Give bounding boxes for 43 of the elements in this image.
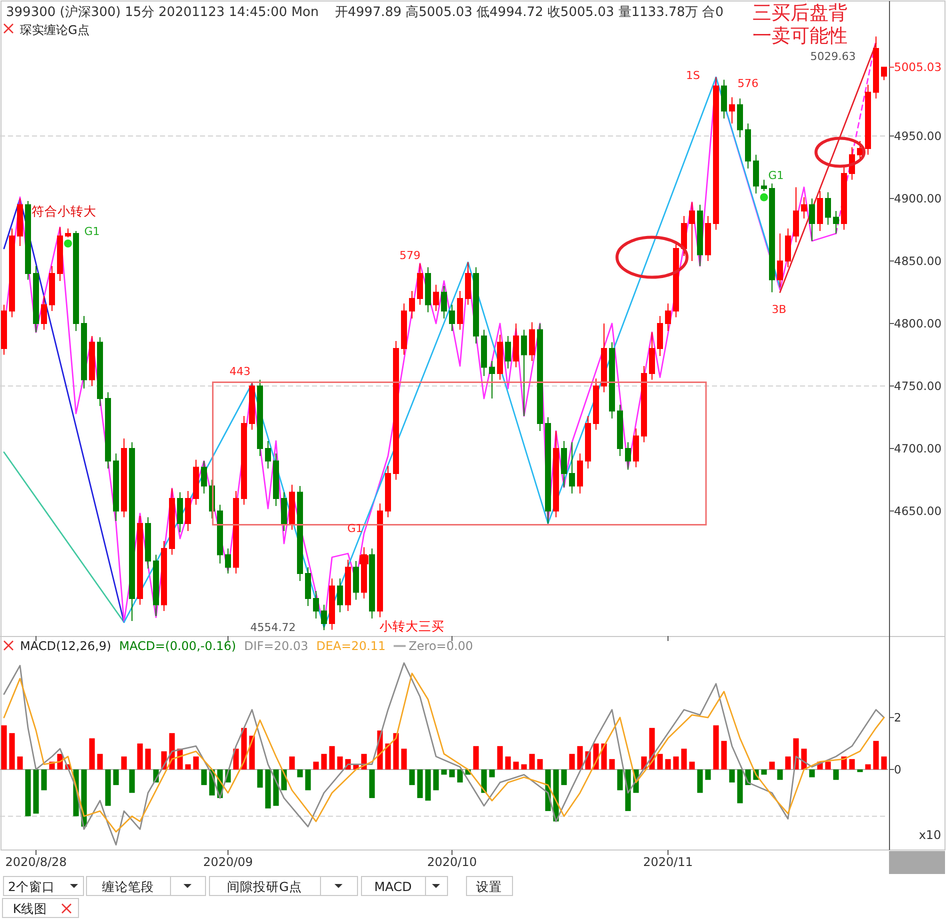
annotation: 5029.63 xyxy=(810,50,856,64)
y-tick-label: 4850.00 xyxy=(894,254,942,268)
annotation: 443 xyxy=(230,365,250,378)
text: MACD=(0.00,-0.16) xyxy=(119,639,236,653)
annotation: 4554.72 xyxy=(250,621,296,634)
annotation: 1S xyxy=(686,69,700,82)
x-tick-label: 2020/10 xyxy=(427,855,477,869)
y-tick-label: 4800.00 xyxy=(894,316,942,330)
x-tick-label: 2020/11 xyxy=(643,855,693,869)
annotation: 579 xyxy=(400,249,420,262)
annotation: 小转大三买 xyxy=(380,618,444,634)
annotation: G1 xyxy=(347,522,363,536)
y-tick-label: 5005.03 xyxy=(894,60,942,74)
annotation: 琛实缠论G点 xyxy=(20,23,90,37)
annotation: G1 xyxy=(768,169,784,182)
y-tick-label: 4650.00 xyxy=(894,504,942,518)
annotation: 576 xyxy=(738,77,758,90)
text: 缠论笔段 xyxy=(102,879,154,894)
chart-subtitle: 开4997.89 高5005.03 低4994.72 收5005.03 量1133.78万 合0 xyxy=(334,4,724,20)
x-tick-label: 2020/8/28 xyxy=(5,855,67,869)
annotation: 三买后盘背 xyxy=(752,2,848,24)
text: MACD xyxy=(374,879,412,894)
annotation: 一卖可能性 xyxy=(752,25,848,47)
chart-title: MACD(12,26,9) xyxy=(20,639,112,653)
text: 2个窗口 xyxy=(8,879,55,894)
y-tick-label: 4950.00 xyxy=(894,129,942,143)
y-tick-label: 0 xyxy=(894,762,902,776)
y-tick-label: 2 xyxy=(894,710,902,725)
annotation: 3B xyxy=(772,303,786,316)
y-tick-label: 4700.00 xyxy=(894,442,942,456)
text: 设置 xyxy=(476,879,502,894)
annotation: G1 xyxy=(84,225,100,238)
text: x10 xyxy=(918,828,942,842)
x-tick-label: 2020/09 xyxy=(203,855,253,869)
legend-label: Zero=0.00 xyxy=(408,639,474,653)
annotation: 符合小转大 xyxy=(32,203,96,218)
text: DIF=20.03 xyxy=(244,639,308,653)
text: 间隙投研G点 xyxy=(227,879,302,894)
chart-title: 399300 (沪深300) 15分 20201123 14:45:00 Mon xyxy=(6,4,319,20)
text: DEA=20.11 xyxy=(316,639,386,653)
y-tick-label: 4750.00 xyxy=(894,379,942,393)
y-tick-label: 4900.00 xyxy=(894,192,942,206)
text: K线图 xyxy=(12,901,48,916)
